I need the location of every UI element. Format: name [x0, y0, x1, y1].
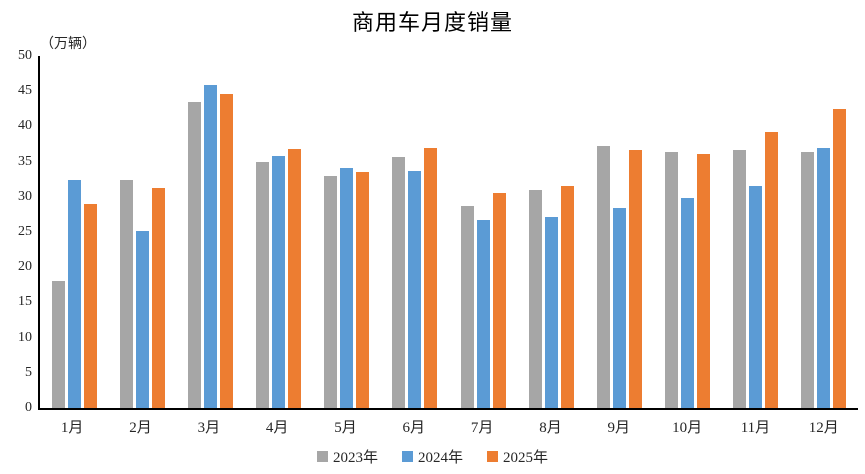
legend-label: 2025年 [503, 450, 549, 466]
x-axis-label-9月: 9月 [607, 420, 631, 436]
bar-2025年-3月 [219, 94, 233, 408]
bar-2025年-1月 [83, 203, 97, 408]
bar-group-9月 [585, 56, 653, 408]
chart-title: 商用车月度销量 [351, 10, 513, 35]
bar-group-1月 [40, 56, 108, 408]
bar-2025年-8月 [560, 185, 574, 408]
bar-2024年-7月 [476, 220, 490, 408]
bar-2023年-5月 [324, 175, 338, 408]
bar-2024年-5月 [340, 167, 354, 408]
legend-swatch-icon [487, 451, 498, 462]
bar-2025年-11月 [765, 132, 779, 408]
legend-item-2025年: 2025年 [487, 446, 548, 467]
legend-item-2023年: 2023年 [316, 446, 378, 467]
bar-2024年-3月 [203, 84, 217, 408]
bar-2025年-10月 [697, 153, 711, 408]
x-axis-label-3月: 3月 [197, 420, 221, 436]
y-tick-label: 25 [18, 224, 32, 239]
plot-area [38, 56, 858, 410]
bar-group-3月 [176, 56, 244, 408]
legend-label: 2024年 [417, 450, 463, 466]
bar-group-12月 [790, 56, 858, 408]
bar-2023年-8月 [528, 189, 542, 408]
bar-2023年-4月 [256, 161, 270, 408]
bar-2023年-2月 [119, 179, 133, 408]
bar-groups [40, 56, 858, 408]
bar-2024年-1月 [67, 179, 81, 408]
y-tick-label: 30 [18, 188, 32, 204]
bar-2025年-4月 [288, 148, 302, 408]
bar-group-7月 [449, 56, 517, 408]
bar-2024年-11月 [749, 186, 763, 408]
y-tick-label: 5 [25, 364, 32, 380]
x-axis-label-4月: 4月 [265, 420, 289, 436]
bar-group-4月 [245, 56, 313, 408]
legend-swatch-icon [316, 451, 328, 462]
bar-2023年-1月 [51, 281, 65, 408]
bar-2023年-7月 [460, 206, 474, 408]
bar-group-2月 [108, 56, 176, 408]
bar-2024年-2月 [135, 230, 149, 408]
bar-2023年-3月 [187, 101, 201, 408]
bar-2025年-12月 [833, 108, 847, 408]
legend-swatch-icon [401, 451, 413, 462]
legend-item-2024年: 2024年 [401, 446, 463, 467]
bar-group-10月 [654, 56, 722, 408]
x-axis-label-10月: 10月 [672, 420, 703, 436]
bar-2023年-9月 [596, 146, 610, 408]
x-axis-label-5月: 5月 [334, 420, 357, 436]
bar-2025年-2月 [151, 188, 165, 408]
bar-group-11月 [722, 56, 790, 408]
y-tick-label: 45 [18, 83, 32, 99]
bar-2025年-6月 [424, 147, 438, 408]
bar-2024年-9月 [612, 208, 626, 408]
x-axis-label-6月: 6月 [402, 420, 426, 436]
bar-2025年-9月 [628, 149, 642, 408]
y-axis-unit-label: （万辆） [40, 37, 96, 52]
bar-2023年-6月 [392, 156, 406, 408]
x-axis-labels: 1月 2月 3月 4月 5月 6月 7月 8月 9月 10月 11月 12月 [38, 416, 858, 437]
bar-2025年-7月 [492, 193, 506, 408]
x-axis-label-11月: 11月 [740, 420, 771, 436]
y-tick-label: 10 [18, 329, 32, 345]
y-tick-label: 0 [25, 400, 32, 415]
bar-2023年-10月 [665, 151, 679, 408]
bar-2023年-11月 [733, 150, 747, 408]
bar-2024年-4月 [272, 156, 286, 408]
bar-2025年-5月 [356, 172, 370, 408]
bar-2024年-12月 [817, 148, 831, 408]
x-axis-label-12月: 12月 [808, 420, 839, 436]
bar-group-5月 [313, 56, 381, 408]
bar-group-8月 [517, 56, 585, 408]
x-axis-label-1月: 1月 [60, 420, 84, 436]
x-axis-label-8月: 8月 [539, 420, 562, 436]
y-tick-label: 35 [18, 153, 32, 169]
x-axis-label-7月: 7月 [470, 420, 494, 436]
bar-2024年-10月 [681, 198, 695, 408]
bar-2024年-6月 [408, 170, 422, 408]
y-tick-label: 40 [18, 118, 32, 134]
bar-2024年-8月 [544, 217, 558, 408]
legend-label: 2023年 [332, 450, 378, 466]
y-tick-label: 20 [18, 259, 32, 275]
legend: 2023年 2024年 2025年 [0, 446, 865, 467]
x-axis-label-2月: 2月 [129, 420, 152, 436]
y-tick-label: 15 [18, 294, 32, 310]
bar-2023年-12月 [801, 152, 815, 408]
bar-group-6月 [381, 56, 449, 408]
y-tick-label: 50 [18, 48, 32, 63]
